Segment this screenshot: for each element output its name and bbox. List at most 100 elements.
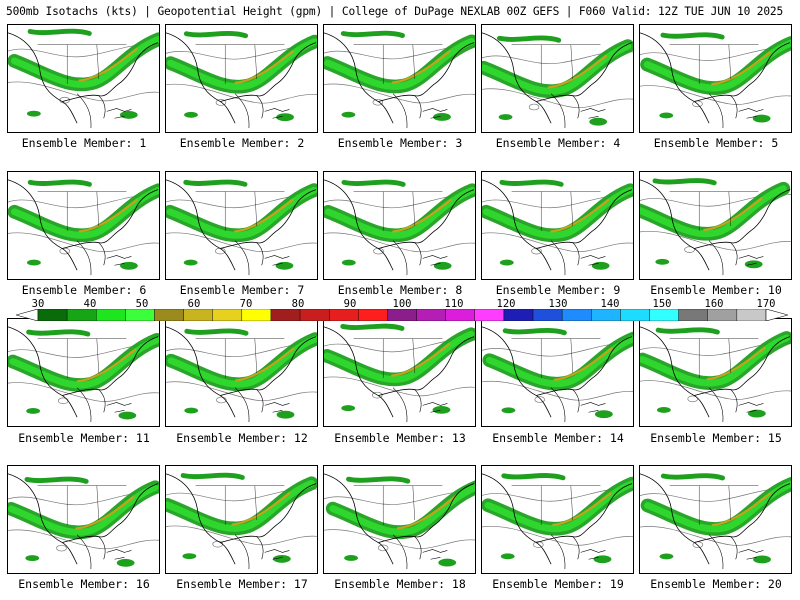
colorbar-swatch	[736, 309, 767, 321]
isotach-map	[166, 31, 317, 129]
isotach-map	[166, 472, 317, 570]
isotach-map	[640, 473, 791, 570]
ensemble-map-panel	[165, 24, 318, 133]
colorbar-tick-label: 70	[239, 298, 253, 310]
colorbar-tick-label: 40	[83, 298, 97, 310]
colorbar-swatch	[299, 309, 330, 321]
colorbar-swatch	[387, 309, 417, 321]
ensemble-member-label: Ensemble Member: 6	[21, 283, 147, 297]
ensemble-map-panel	[481, 171, 634, 280]
colorbar-swatch	[241, 309, 272, 321]
colorbar-swatch	[649, 309, 679, 321]
colorbar-max-arrow	[765, 309, 788, 321]
ensemble-member-label: Ensemble Member: 15	[650, 431, 782, 445]
colorbar-swatch	[125, 309, 155, 321]
colorbar-swatch	[445, 309, 475, 321]
isotach-map	[8, 473, 159, 570]
ensemble-member-label: Ensemble Member: 3	[337, 136, 463, 150]
isotach-map	[166, 179, 317, 276]
ensemble-map-panel	[165, 171, 318, 280]
colorbar-swatch	[183, 309, 213, 321]
map-title: 500mb Isotachs (kts) | Geopotential Heig…	[6, 5, 784, 18]
ensemble-map-panel	[7, 24, 160, 133]
ensemble-member-label: Ensemble Member: 13	[334, 431, 466, 445]
isotach-map	[8, 179, 159, 276]
colorbar-swatch	[358, 309, 388, 321]
ensemble-member-label: Ensemble Member: 17	[176, 577, 308, 591]
isotach-map	[640, 178, 791, 276]
ensemble-member-label: Ensemble Member: 8	[337, 283, 463, 297]
colorbar-swatch	[620, 309, 650, 321]
colorbar-tick-label: 50	[135, 298, 149, 310]
colorbar-tick-label: 90	[343, 298, 357, 310]
colorbar-swatch	[416, 309, 446, 321]
isotach-map	[640, 32, 791, 129]
ensemble-map-panel	[323, 465, 476, 574]
colorbar-tick-label: 80	[291, 298, 305, 310]
ensemble-member-label: Ensemble Member: 1	[21, 136, 147, 150]
isotach-map	[482, 326, 633, 423]
ensemble-map-panel	[639, 24, 792, 133]
isotach-map	[324, 179, 475, 276]
ensemble-map-panel	[323, 318, 476, 427]
colorbar-swatch	[561, 309, 592, 321]
ensemble-map-panel	[165, 465, 318, 574]
colorbar-swatch	[96, 309, 126, 321]
ensemble-member-label: Ensemble Member: 10	[650, 283, 782, 297]
colorbar-tick-labels: 30 40 50 60 70 80 90 100 110 120 130 140 150 160 170	[16, 298, 788, 310]
colorbar-swatch	[270, 309, 301, 321]
colorbar-tick-label: 30	[31, 298, 45, 310]
ensemble-map-panel	[639, 171, 792, 280]
ensemble-member-label: Ensemble Member: 18	[334, 577, 466, 591]
ensemble-member-label: Ensemble Member: 20	[650, 577, 782, 591]
ensemble-member-label: Ensemble Member: 16	[18, 577, 150, 591]
ensemble-member-label: Ensemble Member: 4	[495, 136, 621, 150]
ensemble-map-panel	[639, 465, 792, 574]
colorbar-min-arrow	[16, 309, 39, 321]
colorbar-swatch	[503, 309, 534, 321]
isotach-map	[640, 326, 791, 423]
colorbar-swatch	[37, 309, 68, 321]
ensemble-map-panel	[7, 171, 160, 280]
ensemble-member-label: Ensemble Member: 12	[176, 431, 308, 445]
isotach-map	[324, 323, 475, 423]
colorbar-swatch	[212, 309, 243, 321]
ensemble-map-panel	[639, 318, 792, 427]
colorbar-swatch	[154, 309, 184, 321]
colorbar-tick-label: 150	[652, 298, 672, 310]
isotach-map	[482, 473, 633, 570]
ensemble-map-panel	[481, 465, 634, 574]
isotach-map	[324, 30, 475, 129]
colorbar-tick-label: 100	[392, 298, 412, 310]
ensemble-map-panel	[7, 465, 160, 574]
colorbar-tick-label: 60	[187, 298, 201, 310]
ensemble-map-panel	[323, 171, 476, 280]
isotach-map	[482, 179, 633, 276]
colorbar-tick-label: 110	[444, 298, 464, 310]
ensemble-map-panel	[7, 318, 160, 427]
colorbar-tick-label: 140	[600, 298, 620, 310]
ensemble-member-label: Ensemble Member: 19	[492, 577, 624, 591]
colorbar-swatches	[16, 309, 788, 321]
ensemble-map-panel	[481, 24, 634, 133]
ensemble-map-panel	[481, 318, 634, 427]
colorbar-tick-label: 130	[548, 298, 568, 310]
ensemble-map-panel	[165, 318, 318, 427]
ensemble-member-label: Ensemble Member: 11	[18, 431, 150, 445]
colorbar-tick-label: 170	[756, 298, 776, 310]
isotach-map	[482, 32, 633, 129]
isotach-map	[324, 473, 475, 570]
colorbar: 30 40 50 60 70 80 90 100 110 120 130 140 150 160 170	[16, 298, 788, 322]
ensemble-member-label: Ensemble Member: 7	[179, 283, 305, 297]
colorbar-swatch	[591, 309, 621, 321]
isotach-map	[8, 326, 159, 423]
colorbar-swatch	[329, 309, 359, 321]
ensemble-member-label: Ensemble Member: 9	[495, 283, 621, 297]
isotach-map	[8, 28, 159, 129]
colorbar-swatch	[474, 309, 505, 321]
colorbar-swatch	[707, 309, 738, 321]
ensemble-member-label: Ensemble Member: 2	[179, 136, 305, 150]
colorbar-swatch	[532, 309, 563, 321]
ensemble-map-panel	[323, 24, 476, 133]
colorbar-swatch	[66, 309, 97, 321]
